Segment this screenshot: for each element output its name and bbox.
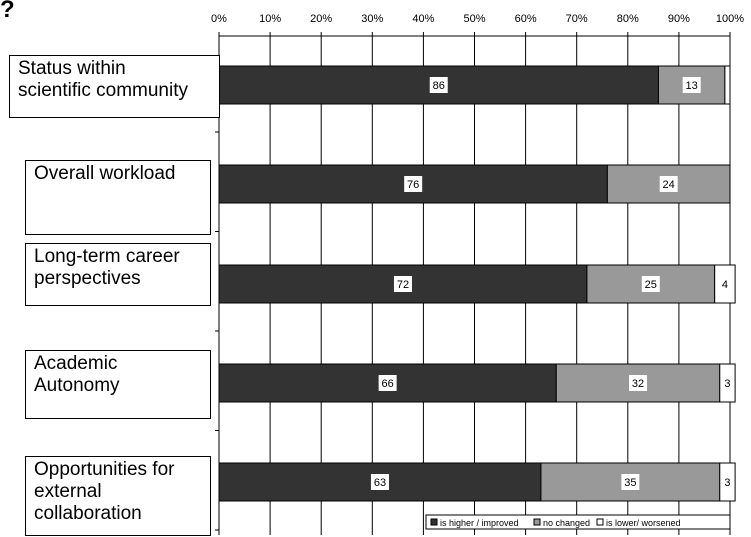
- data-label-text: 25: [645, 279, 657, 291]
- data-label-text: 63: [374, 477, 386, 489]
- data-label: 32: [629, 375, 648, 391]
- x-tick-label: 100%: [716, 13, 744, 25]
- data-label-bg: [641, 276, 660, 292]
- legend-entry: no changed: [533, 518, 590, 528]
- x-tick-label: 70%: [566, 13, 588, 25]
- legend-label: is higher / improved: [440, 518, 519, 528]
- data-label-bg: [621, 474, 640, 490]
- x-tick-label: 60%: [515, 13, 537, 25]
- category-label: Overall workload: [25, 160, 211, 235]
- x-tick-label: 50%: [463, 13, 485, 25]
- x-tick-label: 10%: [259, 13, 281, 25]
- x-tick-label: 40%: [412, 13, 434, 25]
- data-label: 24: [659, 176, 678, 192]
- legend-label: is lower/ worsened: [606, 518, 681, 528]
- data-label: 86: [429, 77, 448, 93]
- legend-swatch: [533, 518, 541, 526]
- data-label: 76: [404, 176, 423, 192]
- data-label-bg: [719, 276, 731, 292]
- legend-swatch: [430, 518, 438, 526]
- legend: is higher / improved no changed is lower/ …: [425, 514, 731, 530]
- x-tick-label: 0%: [211, 13, 227, 25]
- data-label: 66: [378, 375, 397, 391]
- data-label-bg: [393, 276, 412, 292]
- data-label-bg: [378, 375, 397, 391]
- category-label: Opportunities for external collaboration: [25, 456, 211, 536]
- data-label-text: 66: [382, 378, 394, 390]
- legend-entry: is higher / improved: [430, 518, 519, 528]
- data-label-text: 86: [433, 80, 445, 92]
- data-label-bg: [429, 77, 448, 93]
- data-label-bg: [370, 474, 389, 490]
- data-label-text: 32: [632, 378, 644, 390]
- data-label-text: 13: [686, 80, 698, 92]
- data-label: 4: [719, 276, 731, 292]
- x-axis: 0% 10% 20% 30% 40% 50% 60% 70% 80% 90% 100%: [211, 13, 744, 531]
- data-label: 3: [721, 474, 733, 490]
- data-label-bg: [721, 474, 733, 490]
- legend-swatch: [596, 518, 604, 526]
- data-label-text: 24: [663, 179, 675, 191]
- data-label-bg: [682, 77, 701, 93]
- heading-fragment: ?: [0, 0, 15, 23]
- data-label-text: 3: [724, 378, 730, 390]
- data-label-text: 76: [407, 179, 419, 191]
- category-label: Status within scientific community: [9, 55, 220, 118]
- data-label: 3: [721, 375, 733, 391]
- data-label-text: 72: [397, 279, 409, 291]
- bars: 86 13 76 24 72 25 4 66 32 3 63 35 3: [218, 65, 736, 502]
- x-tick-label: 30%: [361, 13, 383, 25]
- data-label-text: 35: [624, 477, 636, 489]
- legend-entry: is lower/ worsened: [596, 518, 681, 528]
- data-label: 25: [641, 276, 660, 292]
- data-label-bg: [629, 375, 648, 391]
- data-label: 13: [682, 77, 701, 93]
- data-label: 72: [393, 276, 412, 292]
- data-label-text: 3: [724, 477, 730, 489]
- data-label-bg: [659, 176, 678, 192]
- x-tick-label: 90%: [668, 13, 690, 25]
- legend-label: no changed: [543, 518, 590, 528]
- data-label-text: 4: [722, 279, 728, 291]
- category-label: Long-term career perspectives: [25, 243, 211, 306]
- data-label-bg: [721, 375, 733, 391]
- bar-segment: [724, 65, 731, 105]
- data-label-bg: [404, 176, 423, 192]
- x-tick-label: 80%: [617, 13, 639, 25]
- data-label: 35: [621, 474, 640, 490]
- x-tick-label: 20%: [310, 13, 332, 25]
- data-label: 63: [370, 474, 389, 490]
- legend-box: [425, 514, 731, 530]
- category-label: Academic Autonomy: [25, 350, 211, 419]
